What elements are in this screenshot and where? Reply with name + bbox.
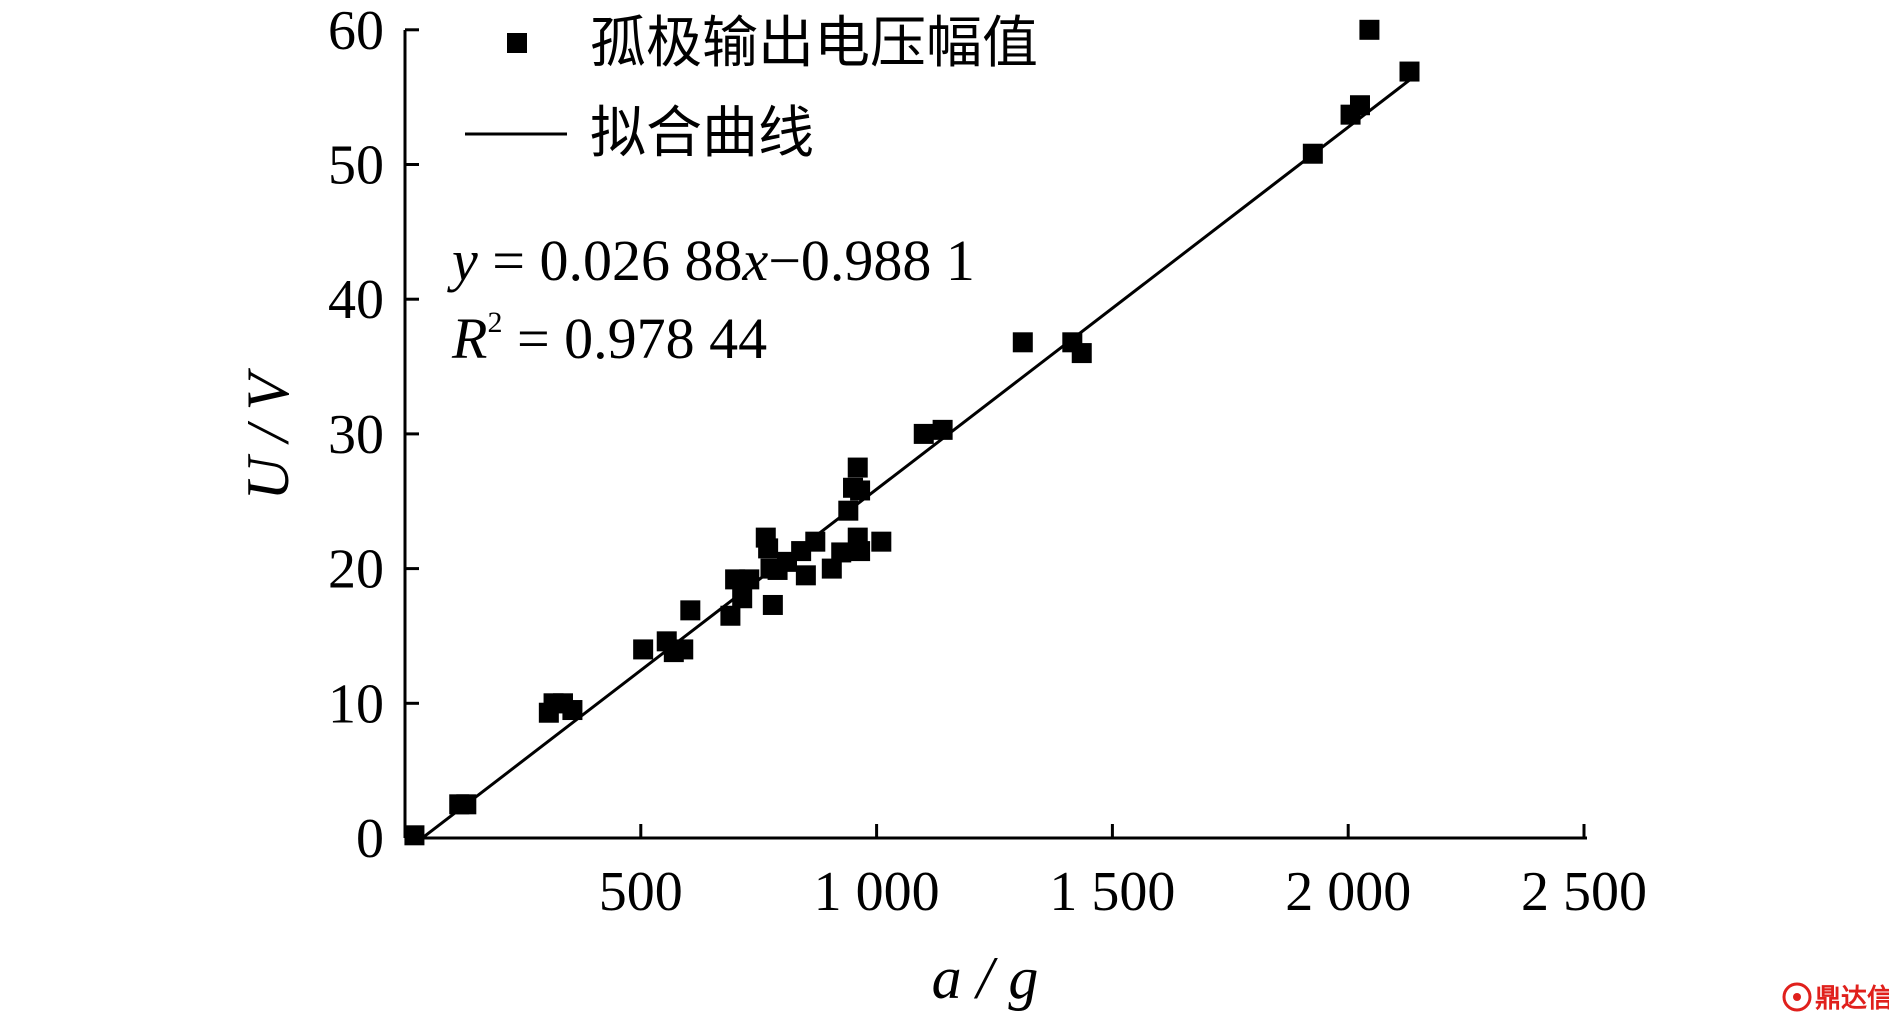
data-point [913, 423, 934, 444]
data-point [732, 588, 753, 609]
data-point [1359, 19, 1380, 40]
data-point [758, 538, 779, 559]
legend-label-fit: 拟合曲线 [590, 101, 814, 166]
y-tick-label: 60 [328, 0, 384, 62]
legend-marker-square [507, 33, 527, 53]
data-point [762, 594, 783, 615]
y-tick-label: 20 [328, 539, 384, 601]
watermark: 鼎达信 [1782, 982, 1889, 1014]
watermark-logo-dot [1793, 993, 1801, 1001]
x-tick-label: 2 500 [1521, 861, 1647, 923]
data-point [795, 565, 816, 586]
data-point [838, 500, 859, 521]
data-point [821, 558, 842, 579]
r-squared: R2 = 0.978 44 [451, 306, 767, 371]
x-ticks: 500 1 000 1 500 2 000 2 500 [599, 824, 1647, 923]
data-point [932, 419, 953, 440]
data-point [680, 600, 701, 621]
eq-y: y [447, 228, 478, 293]
eq-tail: −0.988 1 [768, 228, 975, 293]
regression-equation: y = 0.026 88x−0.988 1 [447, 228, 975, 293]
eq-x: x [741, 228, 768, 293]
equation-annotation: y = 0.026 88x−0.988 1 R2 = 0.978 44 [447, 228, 975, 371]
watermark-text: 鼎达信 [1815, 984, 1889, 1014]
data-point [831, 542, 852, 563]
x-tick-label: 1 000 [814, 861, 940, 923]
data-point [1071, 343, 1092, 364]
data-point [720, 605, 741, 626]
eq-rest: = 0.026 88 [478, 228, 743, 293]
data-point [1349, 95, 1370, 116]
x-tick-label: 500 [599, 861, 683, 923]
r2-var: R [451, 306, 487, 371]
legend: 孤极输出电压幅值 拟合曲线 [465, 11, 1038, 166]
data-point [847, 457, 868, 478]
x-tick-label: 2 000 [1285, 861, 1411, 923]
data-point [404, 825, 425, 846]
data-point [850, 480, 871, 501]
data-points [404, 19, 1420, 846]
y-tick-label: 30 [328, 404, 384, 466]
data-point [673, 639, 694, 660]
r2-sup: 2 [487, 306, 502, 339]
y-tick-label: 10 [328, 673, 384, 735]
x-axis-title: a / g [932, 945, 1039, 1011]
y-tick-label: 50 [328, 135, 384, 197]
y-tick-label: 0 [356, 808, 384, 870]
data-point [562, 700, 583, 721]
data-point [1012, 332, 1033, 353]
data-point [1302, 143, 1323, 164]
y-ticks: 0 10 20 30 40 50 60 [328, 0, 419, 870]
r2-value: = 0.978 44 [502, 306, 767, 371]
data-point [633, 639, 654, 660]
y-tick-label: 40 [328, 269, 384, 331]
data-point [805, 531, 826, 552]
x-tick-label: 1 500 [1049, 861, 1175, 923]
data-point [850, 541, 871, 562]
fit-line [421, 78, 1411, 840]
data-point [1399, 61, 1420, 82]
data-point [456, 794, 477, 815]
data-point [739, 569, 760, 590]
data-point [871, 531, 892, 552]
y-axis-title: U / V [235, 367, 301, 500]
legend-label-scatter: 孤极输出电压幅值 [590, 11, 1038, 76]
watermark-logo-icon [1782, 982, 1812, 1012]
